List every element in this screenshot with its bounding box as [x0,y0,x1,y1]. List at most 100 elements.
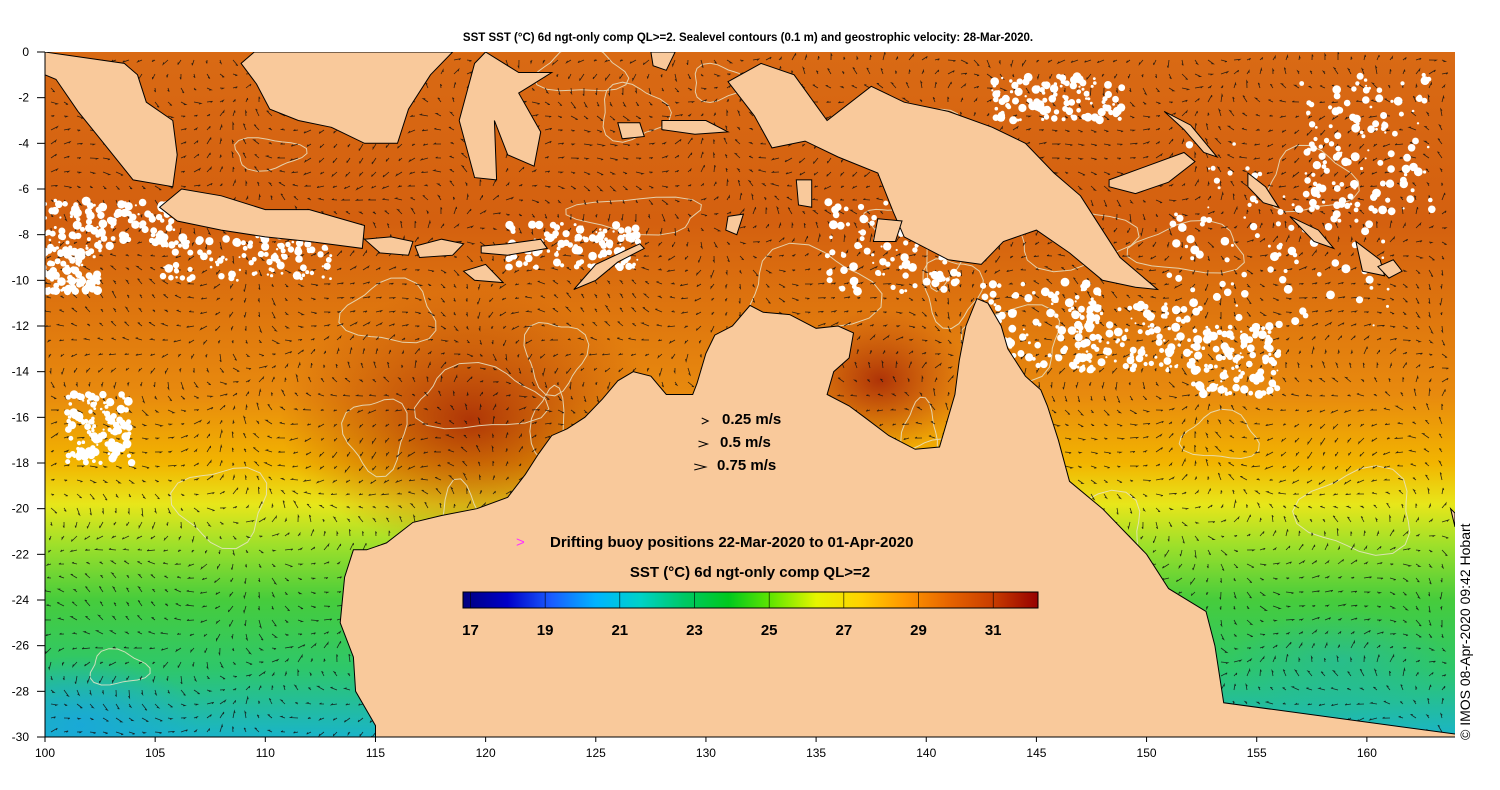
velocity-arrow [1441,325,1444,334]
velocity-arrow [141,437,150,441]
velocity-arrow [1051,423,1061,427]
velocity-arrow [336,543,342,551]
velocity-arrow [1103,423,1108,427]
velocity-arrow [437,97,442,103]
velocity-arrow [1350,236,1353,243]
velocity-arrow [1240,476,1248,481]
velocity-arrow [284,362,289,369]
velocity-arrow [1359,505,1365,509]
velocity-arrow [1181,138,1185,145]
velocity-arrow [1412,421,1417,425]
velocity-arrow [453,364,459,369]
velocity-arrow [711,311,715,315]
velocity-arrow [725,168,728,173]
velocity-arrow [336,561,341,565]
velocity-arrow [258,283,261,290]
velocity-arrow [518,166,525,173]
velocity-arrow [960,82,967,89]
velocity-arrow [280,142,286,145]
velocity-arrow [1259,547,1266,551]
velocity-arrow [407,465,416,471]
velocity-arrow [748,169,754,173]
velocity-arrow [163,535,169,542]
velocity-arrow [1077,395,1081,403]
velocity-arrow [1035,268,1040,271]
velocity-arrow [1324,309,1333,313]
velocity-arrow [1207,488,1211,495]
velocity-arrow [1294,423,1300,428]
velocity-arrow [865,409,871,412]
velocity-arrow [1090,199,1094,207]
velocity-arrow [724,154,728,159]
velocity-arrow [1112,59,1118,63]
velocity-arrow [1142,87,1148,96]
velocity-arrow [466,487,469,495]
velocity-arrow [48,549,52,553]
velocity-arrow [368,493,377,496]
velocity-arrow [1324,559,1330,565]
velocity-arrow [426,376,429,383]
velocity-arrow [531,395,537,398]
velocity-arrow [934,377,938,383]
velocity-arrow [1356,492,1364,495]
velocity-arrow [1129,157,1136,160]
velocity-arrow [1350,542,1355,551]
velocity-arrow [1402,362,1407,369]
velocity-arrow [1229,435,1235,439]
velocity-arrow [406,408,416,411]
velocity-arrow [372,506,377,509]
velocity-arrow [998,59,1001,65]
velocity-arrow [1281,377,1287,383]
velocity-arrow [115,409,121,415]
velocity-arrow [1173,283,1183,289]
velocity-arrow [1071,264,1079,271]
velocity-arrow [557,87,561,96]
velocity-arrow [1207,180,1210,187]
velocity-arrow [1350,617,1358,621]
velocity-arrow [45,618,52,621]
velocity-arrow [1194,196,1201,201]
velocity-arrow [427,283,432,286]
velocity-arrow [1162,563,1170,569]
velocity-arrow [112,307,117,313]
velocity-arrow [1259,531,1265,537]
velocity-arrow [1234,241,1240,244]
velocity-arrow [206,445,211,453]
velocity-arrow [1311,322,1319,327]
velocity-arrow [765,223,770,229]
velocity-arrow [901,97,910,103]
velocity-arrow [1386,129,1391,132]
velocity-arrow [1242,406,1248,411]
velocity-arrow [525,310,533,313]
velocity-arrow [1298,543,1304,551]
velocity-arrow [505,461,509,467]
velocity-arrow [87,323,91,327]
velocity-arrow [76,423,83,426]
velocity-arrow [501,297,507,301]
velocity-arrow [1220,70,1230,75]
velocity-arrow [579,352,585,356]
velocity-arrow [349,310,356,313]
velocity-arrow [1350,266,1357,271]
velocity-arrow [1292,198,1300,201]
velocity-arrow [542,59,546,65]
velocity-arrow [1375,517,1378,523]
velocity-arrow [903,437,910,440]
velocity-arrow [193,419,203,425]
velocity-arrow [541,324,546,327]
velocity-arrow [895,253,901,257]
velocity-arrow [1025,141,1031,145]
velocity-arrow [94,630,104,635]
velocity-arrow [895,360,898,369]
velocity-arrow [1259,339,1265,342]
velocity-arrow [1425,168,1430,173]
velocity-arrow [99,254,104,257]
velocity-arrow [440,325,447,330]
velocity-arrow [921,339,928,342]
velocity-arrow [544,87,550,95]
velocity-arrow [518,227,522,234]
velocity-arrow [219,59,223,65]
velocity-arrow [734,139,741,145]
velocity-arrow [544,115,552,118]
velocity-arrow [505,168,509,173]
